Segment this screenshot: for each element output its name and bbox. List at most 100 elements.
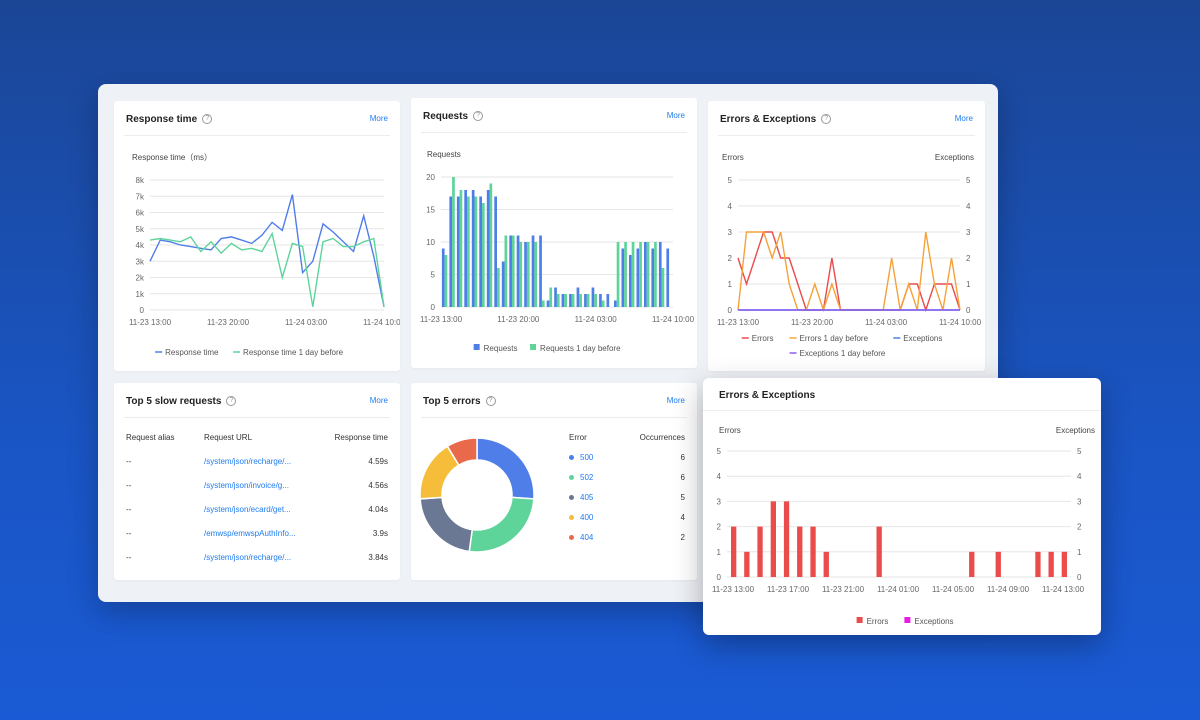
bar: [636, 248, 640, 307]
bar: [482, 203, 485, 307]
y-tick-label: 5: [717, 447, 722, 456]
error-code-link[interactable]: 500: [580, 453, 594, 462]
bar: [644, 242, 647, 307]
x-tick-label: 11-24 10:00: [652, 315, 695, 324]
row-url-link[interactable]: /system/json/recharge/...: [204, 553, 292, 562]
y-tick-label: 3: [717, 497, 722, 506]
bar: [474, 196, 478, 307]
bar: [549, 287, 553, 307]
y-tick-label: 4: [717, 472, 722, 481]
row-url-link[interactable]: /system/json/recharge/...: [204, 457, 292, 466]
y-right-tick-label: 2: [1077, 523, 1082, 532]
legend-swatch: [904, 617, 911, 623]
divider: [421, 132, 687, 133]
card-title-text: Top 5 errors: [423, 396, 481, 407]
more-link[interactable]: More: [954, 114, 973, 123]
table-row: -- /system/json/invoice/g... 4.56s: [126, 481, 388, 505]
x-tick-label: 11-23 20:00: [207, 318, 250, 327]
help-icon[interactable]: ?: [821, 114, 832, 125]
x-tick-label: 11-24 09:00: [987, 585, 1030, 594]
help-icon[interactable]: ?: [485, 396, 496, 407]
y-tick-label: 0: [140, 306, 145, 315]
y-right-tick-label: 2: [966, 254, 971, 263]
bar: [509, 235, 512, 307]
list-item: 400 4: [569, 513, 685, 533]
bar: [810, 526, 816, 577]
bar: [464, 190, 467, 307]
bar: [467, 196, 470, 307]
row-url-link[interactable]: /emwsp/emwspAuthInfo...: [204, 529, 296, 538]
bar: [1048, 551, 1054, 577]
y-tick-label: 2: [728, 254, 733, 263]
bar: [639, 242, 642, 307]
bar: [569, 294, 572, 307]
bar: [571, 294, 575, 307]
y-right-tick-label: 3: [1077, 497, 1082, 506]
donut-slice: [419, 496, 474, 553]
error-code-link[interactable]: 404: [580, 533, 594, 542]
y-tick-label: 2: [717, 523, 722, 532]
help-icon[interactable]: ?: [473, 111, 484, 122]
y-axis-label: Errors: [722, 153, 744, 162]
header-time: Response time: [334, 433, 388, 442]
row-alias: --: [126, 457, 132, 466]
row-url-link[interactable]: /system/json/invoice/g...: [204, 481, 289, 490]
more-link[interactable]: More: [369, 396, 388, 405]
table-row: -- /system/json/recharge/... 3.84s: [126, 553, 388, 577]
bar: [526, 242, 530, 307]
more-link[interactable]: More: [666, 396, 685, 405]
y-right-tick-label: 3: [966, 228, 971, 237]
divider: [124, 417, 390, 418]
legend-dot: [569, 475, 574, 481]
error-code-link[interactable]: 502: [580, 473, 594, 482]
bar: [486, 190, 490, 307]
bar: [654, 242, 657, 307]
slow-requests-table: Request alias Request URL Response time …: [126, 433, 388, 577]
bar: [1035, 551, 1041, 577]
error-count: 6: [680, 453, 685, 462]
y-axis-label: Errors: [719, 426, 741, 435]
row-url-link[interactable]: /system/json/ecard/get...: [204, 505, 291, 514]
error-code-link[interactable]: 405: [580, 493, 594, 502]
row-alias: --: [126, 505, 132, 514]
card-title: Response time?: [126, 114, 213, 125]
slow-requests-card: Top 5 slow requests? More Request alias …: [114, 383, 400, 580]
bar: [599, 294, 602, 307]
bar: [534, 242, 538, 307]
bar: [444, 255, 448, 307]
row-alias: --: [126, 481, 132, 490]
help-icon[interactable]: ?: [226, 396, 237, 407]
bar: [624, 242, 627, 307]
requests-card: Requests? More 0 5 10 15 20 11-23 13:00 11-23 …: [411, 98, 697, 368]
help-icon[interactable]: ?: [202, 114, 213, 125]
list-item: 404 2: [569, 533, 685, 553]
y-tick-label: 1k: [136, 290, 145, 299]
x-tick-label: 11-23 17:00: [767, 585, 810, 594]
legend-dot: [569, 535, 574, 541]
table-row: -- /system/json/ecard/get... 4.04s: [126, 505, 388, 529]
legend-dot: [569, 515, 574, 521]
error-code-link[interactable]: 400: [580, 513, 594, 522]
y-right-axis-label: Exceptions: [935, 153, 974, 162]
y-right-tick-label: 4: [966, 202, 971, 211]
y-tick-label: 4k: [136, 241, 145, 250]
card-title: Top 5 slow requests?: [126, 396, 237, 407]
y-tick-label: 15: [426, 206, 435, 215]
more-link[interactable]: More: [666, 111, 685, 120]
x-tick-label: 11-24 05:00: [932, 585, 975, 594]
bar: [494, 196, 497, 307]
card-title-text: Errors & Exceptions: [720, 114, 817, 125]
errors-header: Error Occurrences: [569, 433, 685, 453]
x-tick-label: 11-24 13:00: [1042, 585, 1085, 594]
bar: [539, 235, 542, 307]
bar: [516, 235, 520, 307]
card-title: Errors & Exceptions?: [720, 114, 832, 125]
legend-label: Requests 1 day before: [540, 344, 621, 353]
x-tick-label: 11-24 03:00: [285, 318, 328, 327]
y-tick-label: 5k: [136, 225, 145, 234]
card-title-text: Requests: [423, 111, 469, 122]
x-tick-label: 11-24 03:00: [865, 318, 908, 327]
bar: [770, 501, 776, 577]
series-line: [149, 231, 385, 307]
more-link[interactable]: More: [369, 114, 388, 123]
